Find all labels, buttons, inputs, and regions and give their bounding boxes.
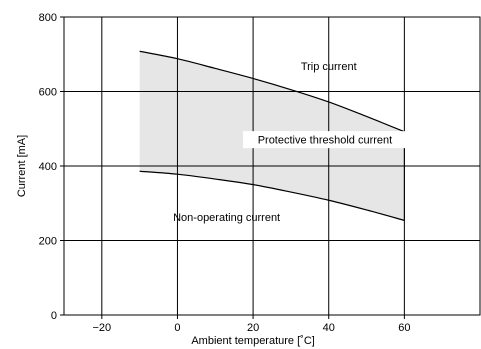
x-tick-label: −20	[92, 322, 111, 334]
annotation-label: Trip current	[301, 61, 357, 73]
x-axis-label: Ambient temperature [˚C]	[191, 335, 315, 347]
y-tick-label: 0	[51, 310, 57, 322]
grid	[64, 17, 480, 315]
y-tick-label: 400	[39, 161, 57, 173]
x-tick-label: 40	[323, 322, 335, 334]
y-tick-label: 800	[39, 12, 57, 24]
x-tick-label: 20	[247, 322, 259, 334]
x-tick-label: 0	[174, 322, 180, 334]
y-tick-label: 200	[39, 236, 57, 248]
y-tick-label: 600	[39, 87, 57, 99]
annotation-label: Protective threshold current	[258, 135, 393, 147]
annotation-label: Non-operating current	[173, 212, 280, 224]
y-axis-label: Current [mA]	[16, 135, 28, 197]
x-tick-label: 60	[398, 322, 410, 334]
